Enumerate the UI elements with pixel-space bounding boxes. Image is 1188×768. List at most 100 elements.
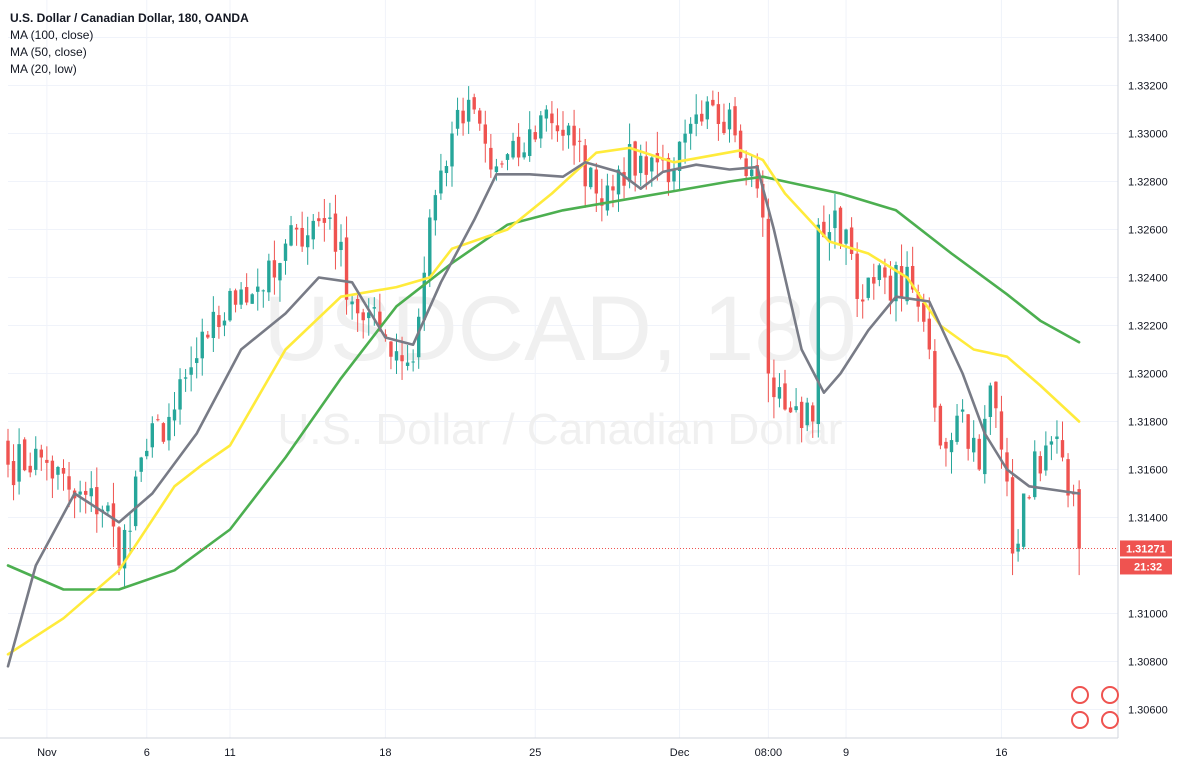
candle (433, 189, 438, 236)
candle-body (355, 298, 360, 314)
candle (17, 428, 21, 495)
candle-body (600, 198, 604, 206)
candle (688, 117, 693, 150)
candle (644, 141, 648, 190)
candle (805, 397, 809, 432)
candle (977, 434, 981, 471)
candle (794, 388, 798, 413)
candle (333, 194, 338, 270)
ma50-line (6, 146, 1081, 656)
ma100-line (6, 175, 1081, 591)
candle (505, 152, 510, 171)
event-flag-icon[interactable] (1101, 711, 1119, 729)
y-tick-label: 1.32800 (1128, 177, 1168, 189)
candle (572, 109, 576, 165)
candle-body (783, 383, 787, 410)
candle-body (1021, 493, 1026, 547)
candle (516, 123, 521, 167)
candle (411, 349, 415, 372)
candle-body (233, 290, 238, 305)
candle-body (622, 172, 626, 186)
candle (683, 119, 687, 164)
x-tick-label: Dec (670, 747, 690, 759)
candle-body (927, 318, 931, 350)
candle (877, 263, 882, 287)
candle (866, 277, 870, 301)
candle (283, 239, 288, 275)
candle-body (367, 312, 371, 319)
x-tick-label: 08:00 (755, 747, 783, 759)
candle-body (267, 260, 271, 293)
candle-body (522, 152, 526, 158)
candle (561, 111, 565, 151)
candle (267, 253, 271, 301)
candle (228, 288, 232, 322)
candle (34, 436, 38, 476)
candle-body (866, 277, 870, 298)
candle-body (405, 362, 410, 366)
candle (777, 373, 782, 408)
candle (111, 482, 116, 548)
candle-body (872, 277, 876, 284)
event-flag-icon[interactable] (1101, 686, 1119, 704)
candle (816, 218, 820, 438)
x-tick-label: 6 (144, 747, 150, 759)
candle (988, 382, 993, 435)
candle (1049, 436, 1054, 461)
candle (861, 284, 865, 319)
candle (428, 209, 432, 288)
candle-body (84, 490, 88, 495)
candle (50, 455, 55, 499)
candle-body (22, 439, 27, 471)
candle (544, 105, 549, 132)
candle (938, 403, 943, 450)
candle (106, 502, 110, 515)
candle-body (960, 409, 965, 412)
candle-body (811, 405, 815, 422)
candle (750, 155, 754, 188)
candle-body (816, 224, 820, 425)
candle (600, 178, 604, 222)
candle (355, 291, 360, 332)
candle (161, 422, 166, 444)
event-flag-icon[interactable] (1071, 686, 1089, 704)
x-tick-label: 25 (529, 747, 541, 759)
candle-body (483, 124, 487, 144)
candle-body (6, 440, 10, 465)
candle (738, 124, 743, 160)
candle (550, 101, 554, 140)
candle (145, 438, 149, 460)
last-price-label: 1.31271 (1126, 543, 1166, 555)
candle (716, 91, 721, 141)
candle-body (855, 253, 859, 299)
y-tick-label: 1.30800 (1128, 657, 1168, 669)
candle-body (156, 419, 160, 421)
candle-body (616, 169, 621, 195)
candle-body (145, 450, 149, 457)
candle (250, 293, 254, 304)
candle-body (844, 229, 848, 244)
candle (211, 296, 216, 352)
candle (999, 395, 1004, 469)
candle (772, 359, 776, 419)
event-flag-icon[interactable] (1071, 711, 1089, 729)
candle-body (905, 266, 909, 302)
candle-body (400, 355, 404, 362)
candle-body (189, 367, 193, 375)
candle (117, 526, 121, 576)
candle-body (683, 133, 687, 143)
candle (311, 214, 315, 250)
candle (261, 289, 265, 308)
candle-body (444, 166, 449, 174)
candle-body (672, 169, 676, 182)
candle (539, 110, 543, 148)
candle (972, 420, 976, 462)
candle (183, 368, 188, 392)
candle (233, 288, 238, 313)
candle-body (572, 125, 576, 146)
candle-body (633, 141, 637, 176)
candle-body (983, 418, 987, 475)
y-tick-label: 1.32600 (1128, 225, 1168, 237)
